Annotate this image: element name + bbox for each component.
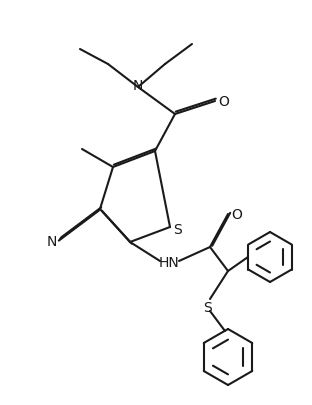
Text: S: S xyxy=(204,300,212,314)
Text: N: N xyxy=(133,79,143,93)
Text: O: O xyxy=(232,207,242,222)
Text: S: S xyxy=(173,222,183,237)
Text: N: N xyxy=(47,234,57,248)
Text: O: O xyxy=(219,95,229,109)
Text: HN: HN xyxy=(158,256,179,269)
